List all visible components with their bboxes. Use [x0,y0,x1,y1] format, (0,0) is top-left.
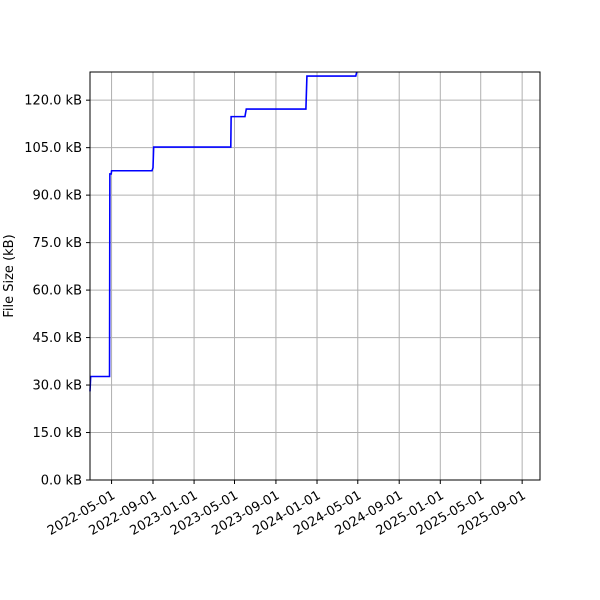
series-line [89,71,358,392]
y-tick-label: 15.0 kB [32,426,82,441]
y-tick-label: 120.0 kB [24,94,82,109]
y-tick-label: 75.0 kB [32,236,82,251]
y-tick-label: 90.0 kB [32,189,82,204]
y-tick-label: 105.0 kB [24,141,82,156]
y-tick-label: 45.0 kB [32,331,82,346]
plot-frame [89,71,541,481]
y-tick-label: 30.0 kB [32,379,82,394]
y-axis-label: File Size (kB) [2,234,17,317]
y-axis-ticks: 0.0 kB 15.0 kB 30.0 kB 45.0 kB 60.0 kB 75.0 k… [24,94,90,489]
y-tick-label: 0.0 kB [41,474,82,489]
series-layer [89,71,358,392]
y-tick-label: 60.0 kB [32,284,82,299]
